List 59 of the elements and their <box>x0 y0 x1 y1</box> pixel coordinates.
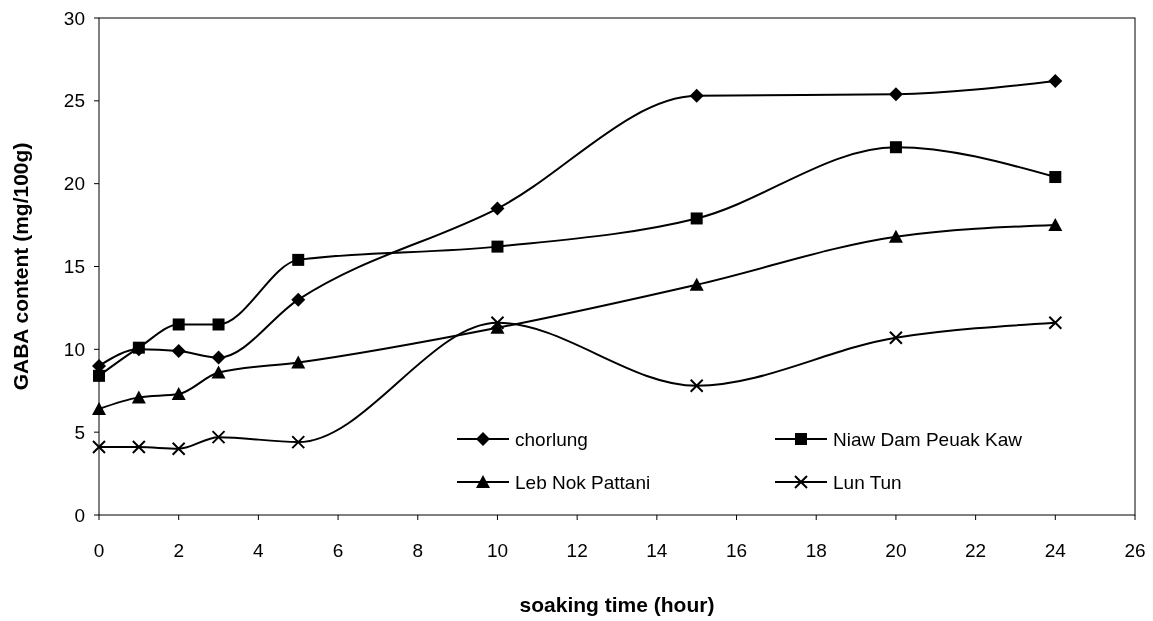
point <box>490 315 505 330</box>
legend-label: Lun Tun <box>833 471 902 493</box>
point <box>689 378 704 393</box>
point <box>92 440 106 455</box>
point <box>888 229 903 243</box>
legend-label: chorlung <box>515 428 588 450</box>
point <box>131 440 146 455</box>
point <box>291 292 306 307</box>
x-axis-title: soaking time (hour) <box>519 593 715 616</box>
point <box>92 401 106 415</box>
point <box>1048 315 1063 330</box>
x-tick-label: 18 <box>805 540 827 561</box>
point <box>888 87 903 102</box>
point <box>212 318 225 331</box>
x-tick-label: 4 <box>253 540 265 561</box>
point <box>211 365 226 379</box>
point <box>131 390 146 404</box>
point <box>291 435 306 450</box>
x-tick-label: 10 <box>486 540 509 561</box>
x-tick-label: 14 <box>646 540 668 561</box>
x-tick-label: 26 <box>1124 540 1146 561</box>
point <box>689 277 704 291</box>
point <box>292 253 305 266</box>
point <box>211 350 226 365</box>
y-tick-label: 30 <box>63 7 85 29</box>
y-tick-label: 0 <box>74 504 85 526</box>
x-tick-label: 22 <box>965 540 987 561</box>
y-tick-label: 20 <box>63 173 85 195</box>
y-tick-label: 25 <box>63 90 85 112</box>
x-tick-label: 6 <box>332 540 344 561</box>
point <box>93 369 105 382</box>
legend-label: Leb Nok Pattani <box>515 471 651 493</box>
point <box>1048 73 1063 88</box>
point <box>172 318 185 331</box>
legend-label: Niaw Dam Peuak Kaw <box>833 428 1023 450</box>
y-tick-label: 5 <box>74 421 85 443</box>
point <box>171 441 186 456</box>
point <box>171 387 186 401</box>
point <box>889 141 902 154</box>
point <box>211 430 226 445</box>
y-tick-label: 15 <box>63 256 85 278</box>
x-tick-label: 2 <box>173 540 184 561</box>
x-tick-label: 8 <box>412 540 424 561</box>
point <box>1048 218 1063 232</box>
x-tick-label: 0 <box>93 540 105 561</box>
x-tick-label: 12 <box>566 540 588 561</box>
y-axis-title: GABA content (mg/100g) <box>9 142 32 391</box>
y-tick-label: 10 <box>63 338 85 360</box>
x-tick-label: 24 <box>1044 540 1067 561</box>
point <box>690 212 703 225</box>
point <box>490 201 505 216</box>
point <box>491 240 504 253</box>
point <box>291 355 306 369</box>
point <box>689 88 704 103</box>
point <box>171 343 186 358</box>
x-tick-label: 20 <box>885 540 907 561</box>
point <box>888 330 903 345</box>
point <box>1049 171 1062 184</box>
x-tick-label: 16 <box>725 540 748 561</box>
